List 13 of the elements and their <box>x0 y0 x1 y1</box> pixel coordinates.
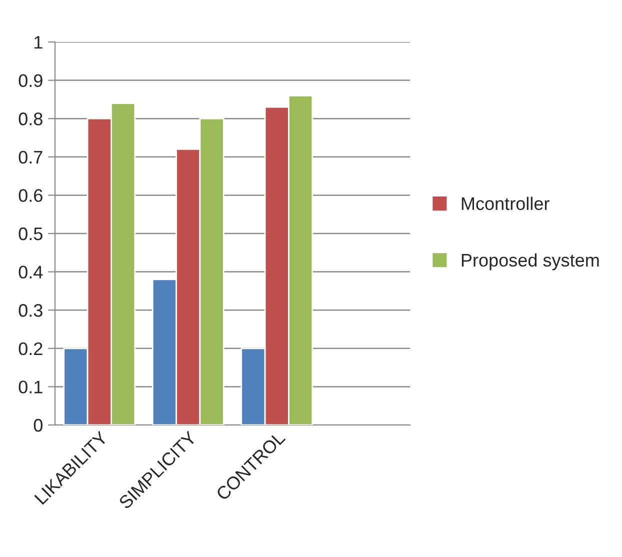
legend-label: Mcontroller <box>462 196 550 210</box>
y-tick-label: 0.5 <box>18 227 42 240</box>
y-tick-label: 0.7 <box>18 150 42 164</box>
y-tick-label: 0 <box>34 418 42 432</box>
y-tick-label: 0.3 <box>18 304 42 317</box>
y-tick-label: 0.9 <box>18 74 42 88</box>
y-tick-label: 0.2 <box>18 342 42 356</box>
y-tick-label: 0.8 <box>18 112 42 126</box>
y-tick-label: 0.1 <box>18 380 42 394</box>
y-tick-label: 0.6 <box>18 189 42 202</box>
y-tick-label: 1 <box>34 36 42 49</box>
y-tick-label: 0.4 <box>18 266 43 279</box>
legend-label: Proposed system <box>462 253 599 270</box>
